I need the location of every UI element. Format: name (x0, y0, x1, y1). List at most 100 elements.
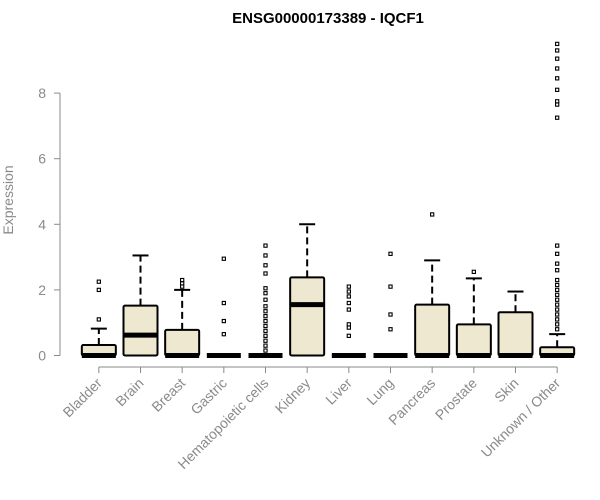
outlier-point (555, 287, 560, 293)
outlier-point (221, 332, 226, 337)
outlier-point (430, 212, 435, 217)
x-tick-label: Bladder (60, 375, 106, 421)
box-group (497, 290, 534, 358)
chart-title: ENSG00000173389 - IQCF1 (232, 10, 424, 27)
outlier-point (346, 289, 351, 294)
outlier-point (263, 309, 268, 314)
outlier-point (555, 66, 560, 71)
outlier-point (263, 333, 268, 338)
box-group (248, 243, 283, 358)
outlier-point (96, 317, 101, 322)
outlier-point (555, 317, 560, 322)
box-group (206, 256, 241, 358)
x-tick-label: Unknown / Other (478, 375, 564, 461)
outlier-point (555, 268, 560, 273)
box (497, 311, 534, 357)
x-tick-label: Liver (322, 375, 355, 408)
outlier-point (96, 287, 101, 293)
boxes (80, 41, 576, 358)
box-group (373, 251, 408, 358)
box (289, 276, 326, 357)
outlier-point (346, 307, 351, 312)
y-tick-label: 4 (38, 216, 46, 232)
outlier-point (263, 348, 268, 353)
box (122, 304, 159, 357)
outlier-point (555, 48, 560, 53)
outlier-point (346, 325, 351, 330)
y-tick-label: 8 (38, 85, 46, 101)
box-group (164, 277, 201, 358)
outlier-point (555, 327, 560, 332)
outlier-point (555, 261, 560, 266)
x-tick-label: Breast (148, 375, 188, 415)
outlier-point (180, 284, 185, 289)
box (455, 323, 492, 357)
outlier-point (388, 327, 393, 332)
box-group (289, 223, 326, 357)
outlier-point (555, 102, 560, 107)
outlier-point (388, 284, 393, 289)
x-tick-label: Prostate (432, 375, 480, 423)
outlier-point (263, 291, 268, 296)
outlier-point (263, 323, 268, 329)
outlier-point (221, 318, 226, 324)
outlier-point (555, 76, 560, 81)
x-tick-label: Kidney (272, 375, 314, 417)
outlier-point (221, 256, 226, 261)
outlier-point (263, 243, 268, 248)
outlier-point (555, 41, 560, 47)
outlier-point (180, 277, 185, 283)
y-tick-label: 0 (38, 348, 46, 364)
outlier-point (555, 87, 560, 92)
outlier-point (555, 292, 560, 297)
outlier-point (555, 115, 560, 120)
x-tick-label: Lung (363, 375, 396, 408)
y-axis-label: Expression (0, 165, 16, 234)
outlier-point (180, 281, 185, 286)
outlier-point (555, 251, 560, 256)
outlier-point (263, 271, 268, 276)
outlier-point (388, 312, 393, 317)
outlier-point (555, 99, 560, 104)
y-tick-label: 2 (38, 282, 46, 298)
outlier-point (263, 263, 268, 268)
outlier-point (555, 282, 560, 288)
box-group (122, 254, 159, 357)
outlier-point (555, 322, 560, 327)
outlier-point (221, 300, 226, 306)
outlier-point (346, 284, 351, 289)
outlier-point (346, 300, 351, 306)
outlier-point (263, 304, 268, 309)
outlier-point (263, 338, 268, 343)
outlier-point (263, 286, 268, 291)
outlier-point (263, 313, 268, 319)
y-axis: 0 2 4 6 8 (38, 85, 61, 364)
outlier-point (555, 297, 560, 302)
outlier-point (555, 307, 560, 312)
outlier-point (96, 279, 101, 284)
box-group (331, 284, 366, 358)
outlier-point (471, 269, 476, 275)
outlier-point (346, 322, 351, 327)
x-tick-label: Skin (491, 375, 522, 406)
box-group (80, 279, 117, 358)
outlier-point (555, 56, 560, 61)
outlier-point (555, 312, 560, 317)
outlier-point (555, 243, 560, 248)
y-tick-label: 6 (38, 151, 46, 167)
outlier-point (346, 294, 351, 299)
outlier-point (346, 333, 351, 338)
box (414, 303, 451, 357)
box-group (414, 212, 451, 358)
outlier-point (263, 328, 268, 334)
x-tick-label: Brain (112, 375, 146, 409)
outlier-point (263, 297, 268, 302)
outlier-point (263, 253, 268, 258)
outlier-point (555, 277, 560, 283)
box-group (539, 41, 576, 358)
outlier-point (263, 318, 268, 324)
outlier-point (555, 302, 560, 307)
box-group (455, 269, 492, 358)
